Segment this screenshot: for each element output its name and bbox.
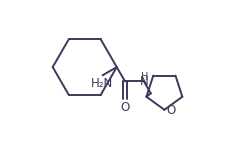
Text: H₂N: H₂N bbox=[91, 77, 113, 90]
Text: O: O bbox=[120, 102, 130, 115]
Text: N: N bbox=[139, 75, 148, 88]
Text: H: H bbox=[141, 72, 148, 82]
Text: O: O bbox=[166, 104, 176, 117]
